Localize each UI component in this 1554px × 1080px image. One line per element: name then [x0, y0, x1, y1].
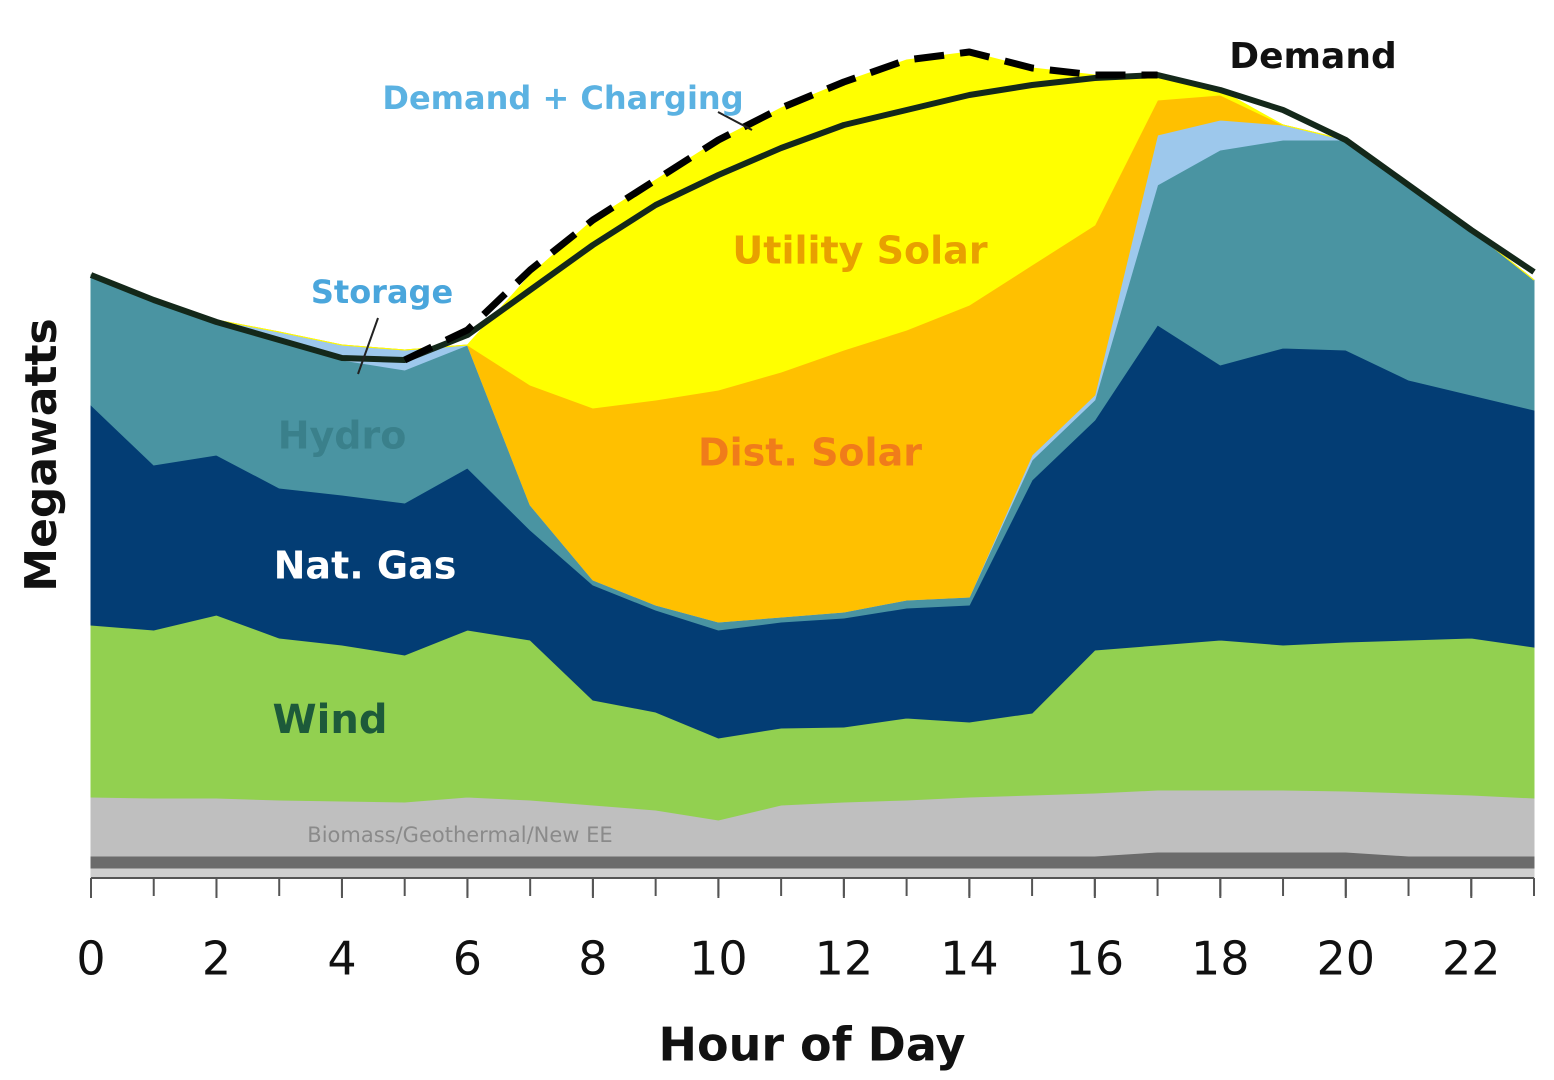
x-tick-label: 10	[689, 932, 748, 986]
area-label: Hydro	[278, 414, 407, 458]
area-label: Nat. Gas	[274, 544, 457, 588]
line-label: Demand	[1229, 36, 1397, 77]
x-tick-label: 22	[1442, 932, 1501, 986]
x-tick-label: 6	[453, 932, 482, 986]
area-label: Storage	[311, 273, 453, 311]
y-axis-title: Megawatts	[16, 318, 67, 591]
x-tick-label: 16	[1066, 932, 1125, 986]
area-label: Dist. Solar	[698, 431, 922, 475]
x-tick-label: 18	[1191, 932, 1250, 986]
leader	[357, 317, 379, 375]
area-label: Biomass/Geothermal/New EE	[307, 823, 612, 847]
line-label: Demand + Charging	[382, 79, 743, 117]
line	[89, 72, 1536, 363]
leader	[717, 111, 753, 131]
area-label: Utility Solar	[732, 229, 987, 273]
x-tick-label: 4	[327, 932, 356, 986]
x-tick-label: 2	[202, 932, 231, 986]
area-label: Wind	[273, 697, 388, 743]
x-tick-label: 14	[940, 932, 999, 986]
area	[90, 867, 1535, 879]
x-tick-label: 0	[76, 932, 105, 986]
x-tick-label: 20	[1317, 932, 1376, 986]
line	[403, 48, 1158, 364]
x-axis-title: Hour of Day	[659, 1018, 966, 1072]
x-tick-label: 8	[578, 932, 607, 986]
x-tick-label: 12	[815, 932, 874, 986]
